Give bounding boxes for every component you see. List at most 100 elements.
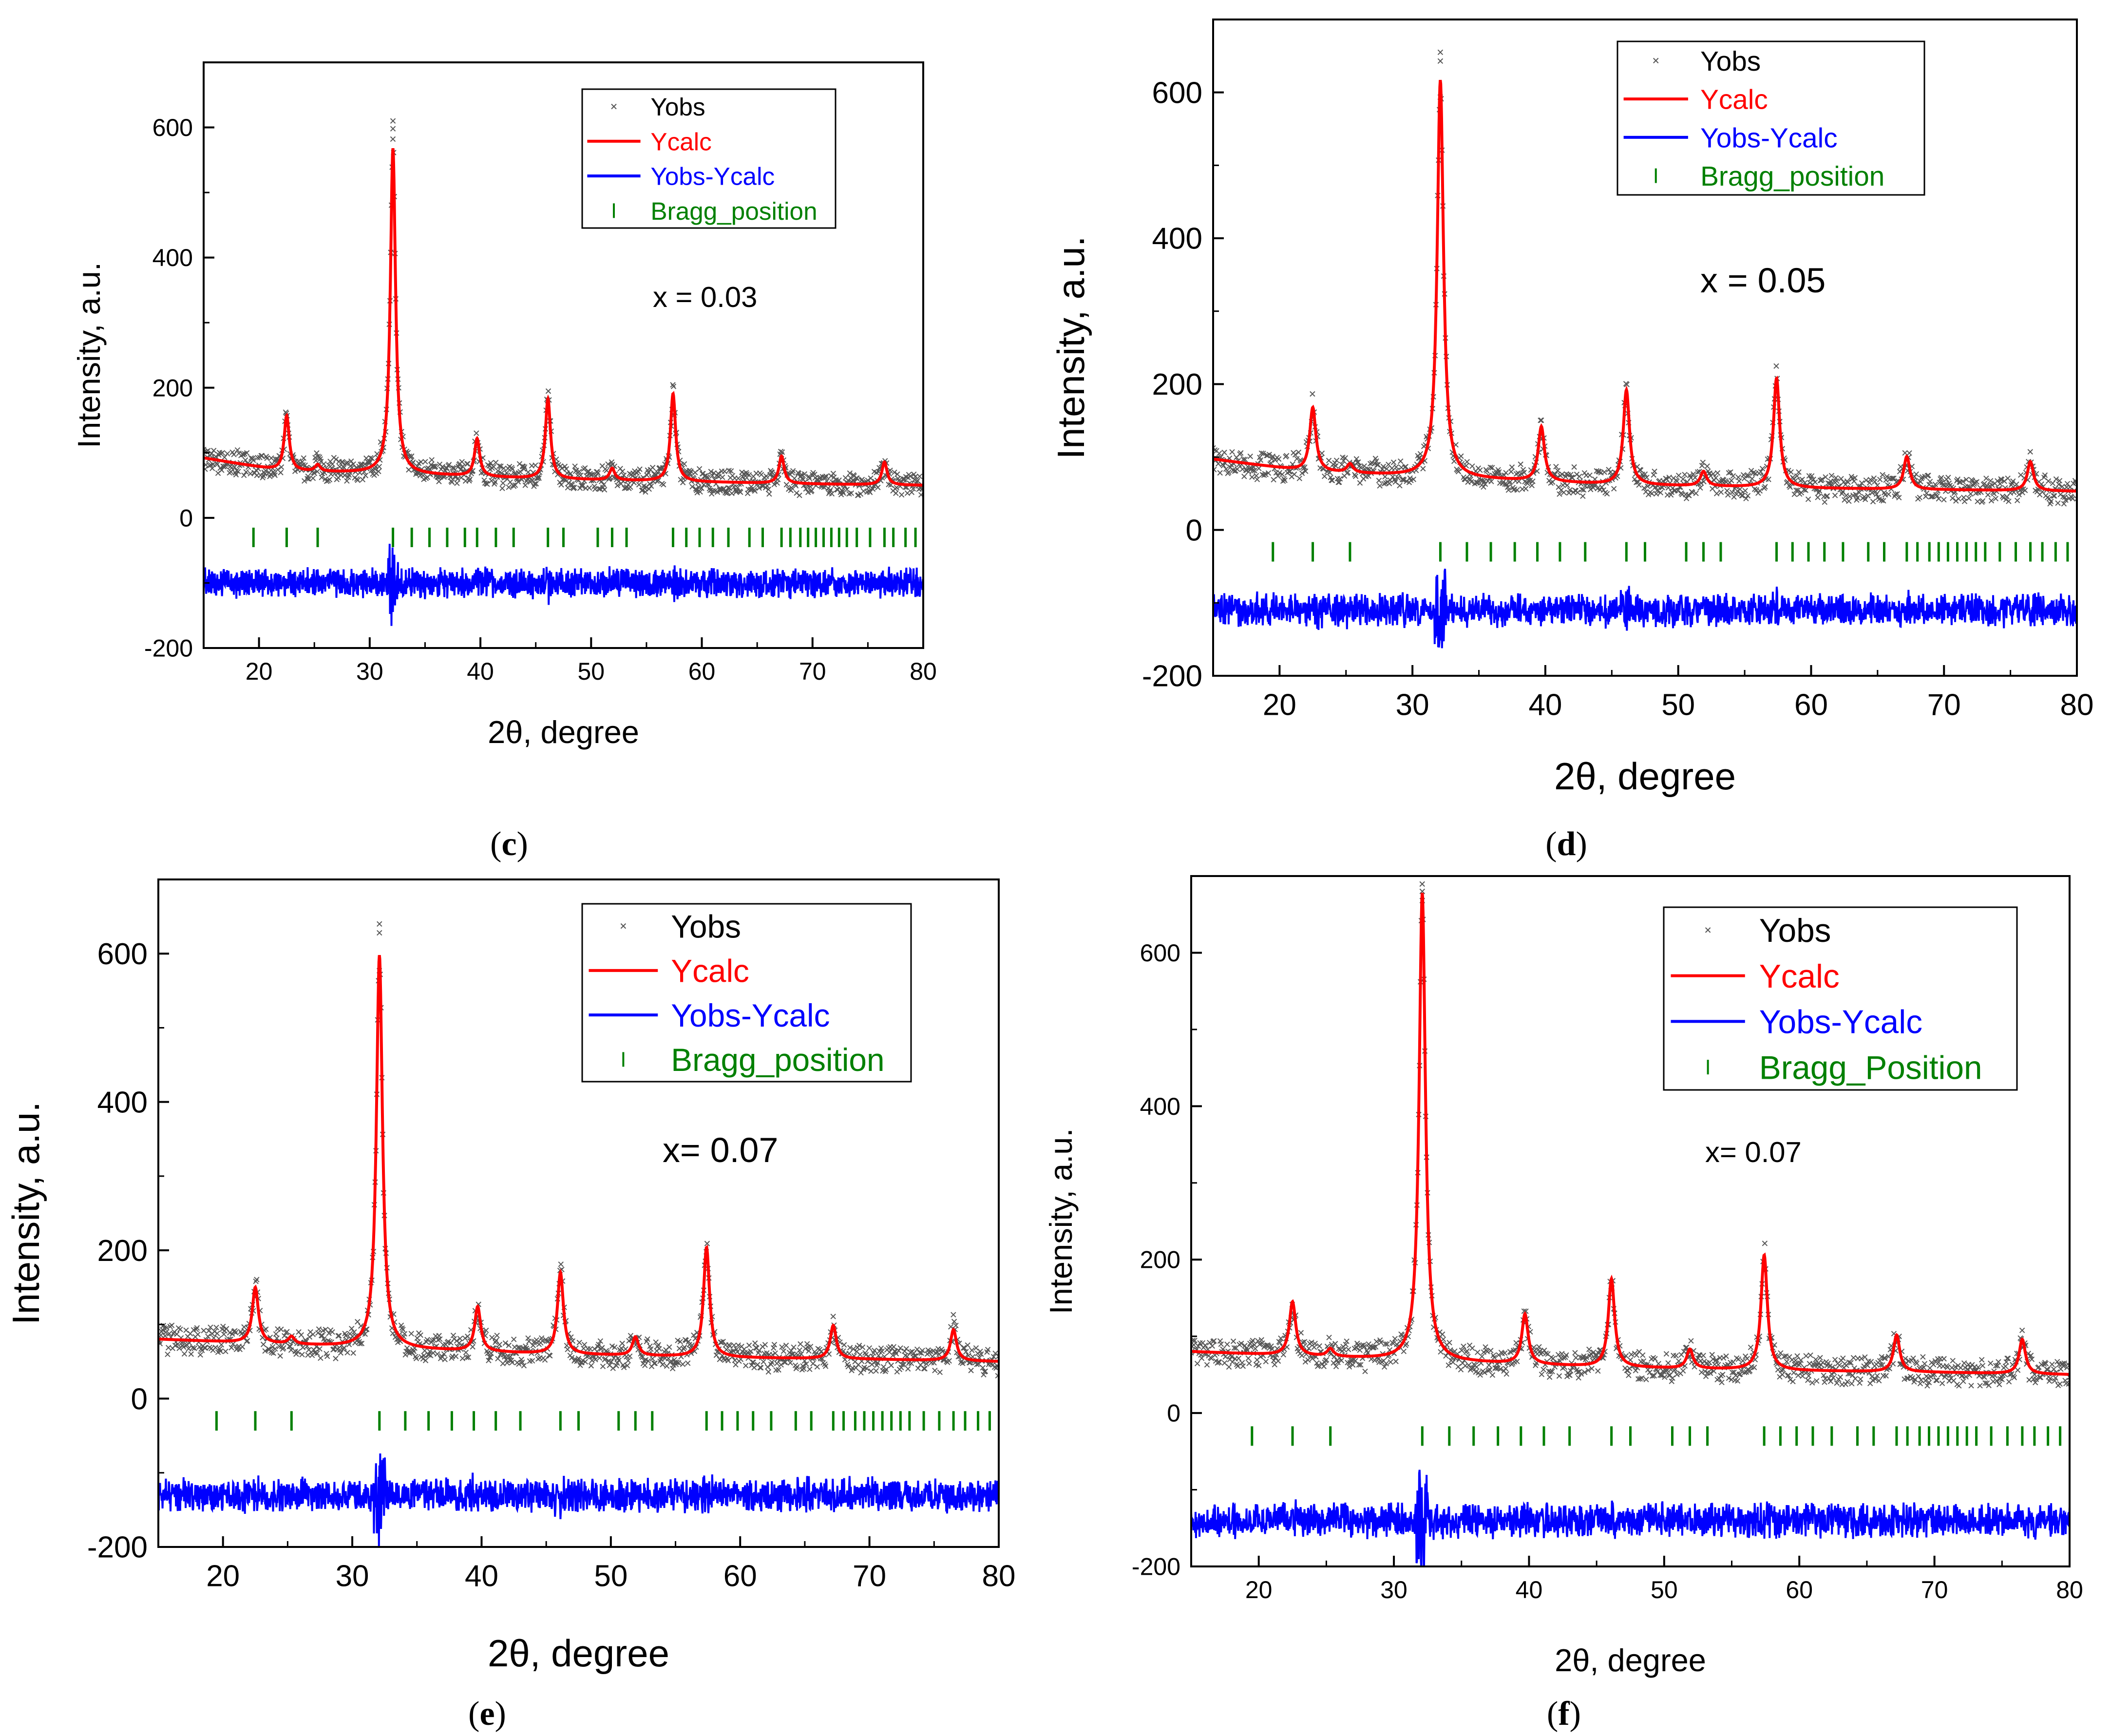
bragg-ticks bbox=[1251, 1426, 2062, 1446]
panel-letter: c bbox=[501, 825, 516, 863]
legend-bragg-label: Bragg_position bbox=[650, 197, 817, 225]
plot-area bbox=[204, 118, 923, 626]
x-tick-label: 30 bbox=[336, 1560, 369, 1593]
y-tick-label: 0 bbox=[1167, 1400, 1180, 1427]
legend: Yobs Ycalc Yobs-Ycalc Bragg_Position bbox=[1663, 906, 2018, 1091]
legend-bragg-label: Bragg_position bbox=[671, 1042, 884, 1078]
y-tick-label: -200 bbox=[144, 635, 193, 662]
y-tick-label: 0 bbox=[1186, 514, 1202, 547]
diff-series bbox=[158, 1453, 999, 1547]
legend-yobs-label: Yobs bbox=[1759, 913, 1831, 949]
ycalc-series bbox=[158, 954, 999, 1363]
composition-annotation: x = 0.03 bbox=[653, 281, 757, 313]
legend-ycalc-label: Ycalc bbox=[671, 954, 749, 989]
legend-yobs-marker bbox=[620, 923, 627, 929]
x-tick-label: 50 bbox=[1661, 688, 1695, 722]
legend-yobs-label: Yobs bbox=[650, 93, 705, 121]
y-tick-label: 0 bbox=[179, 504, 193, 532]
x-tick-label: 30 bbox=[1396, 688, 1429, 722]
panel-d: 20 30 40 50 60 70 80 -200 0 200 400 600 2θ, degree In… bbox=[1049, 19, 2093, 863]
x-tick-label: 80 bbox=[2060, 688, 2094, 722]
y-tick-label: 600 bbox=[152, 114, 193, 141]
panel-c: 20 30 40 50 60 70 80 -200 0 200 400 600 2θ, degree In… bbox=[71, 61, 937, 863]
y-axis-title: Intensity, a.u. bbox=[1043, 1128, 1079, 1315]
panel-letter: f bbox=[1558, 1695, 1570, 1733]
panel-caption: (f) bbox=[1547, 1695, 1581, 1733]
plot-frame bbox=[1190, 875, 2071, 1567]
panel-letter: d bbox=[1557, 825, 1576, 863]
legend-box bbox=[581, 903, 912, 1083]
plot-frame bbox=[203, 61, 924, 649]
legend: Yobs Ycalc Yobs-Ycalc Bragg_position bbox=[581, 88, 837, 229]
y-tick-label: 600 bbox=[1140, 939, 1180, 967]
legend: Yobs Ycalc Yobs-Ycalc Bragg_position bbox=[581, 903, 912, 1083]
bragg-ticks bbox=[1272, 542, 2069, 562]
y-tick-label: 400 bbox=[152, 244, 193, 271]
x-tick-label: 70 bbox=[799, 658, 826, 685]
y-tick-label: 600 bbox=[97, 937, 148, 971]
y-tick-label: -200 bbox=[1132, 1553, 1180, 1581]
x-tick-label: 70 bbox=[853, 1560, 886, 1593]
ycalc-series bbox=[204, 148, 923, 487]
x-tick-label: 30 bbox=[1380, 1576, 1407, 1603]
diff-series bbox=[204, 544, 923, 626]
x-tick-label: 60 bbox=[688, 658, 716, 685]
composition-annotation: x= 0.07 bbox=[1705, 1136, 1802, 1168]
y-tick-label: 200 bbox=[152, 374, 193, 401]
legend-bragg-label: Bragg_position bbox=[1700, 161, 1884, 192]
y-tick-label: -200 bbox=[1142, 660, 1202, 693]
legend-diff-label: Yobs-Ycalc bbox=[1759, 1004, 1922, 1041]
plot-area bbox=[1213, 49, 2077, 649]
x-axis-title: 2θ, degree bbox=[488, 1632, 669, 1675]
x-tick-label: 20 bbox=[206, 1560, 240, 1593]
x-tick-label: 50 bbox=[577, 658, 605, 685]
legend-ycalc-label: Ycalc bbox=[1759, 958, 1840, 995]
legend-yobs-marker bbox=[611, 103, 617, 110]
x-tick-label: 60 bbox=[1786, 1576, 1813, 1603]
x-tick-label: 80 bbox=[982, 1560, 1016, 1593]
plot-area bbox=[1191, 881, 2070, 1566]
legend-box bbox=[1617, 40, 1925, 196]
bragg-ticks bbox=[215, 1411, 991, 1431]
panel-f: 20 30 40 50 60 70 80 -200 0 200 400 600 2θ, degree In… bbox=[1043, 875, 2083, 1733]
y-tick-label: 200 bbox=[1140, 1246, 1180, 1274]
y-tick-label: 200 bbox=[97, 1234, 148, 1268]
x-tick-label: 40 bbox=[465, 1560, 498, 1593]
ycalc-series bbox=[1213, 79, 2077, 493]
x-axis-title: 2θ, degree bbox=[1554, 755, 1736, 798]
legend-ycalc-label: Ycalc bbox=[1700, 85, 1768, 115]
x-tick-label: 60 bbox=[723, 1560, 757, 1593]
y-tick-label: 400 bbox=[1152, 222, 1202, 256]
x-tick-label: 30 bbox=[356, 658, 383, 685]
legend: Yobs Ycalc Yobs-Ycalc Bragg_position bbox=[1617, 40, 1925, 196]
x-tick-label: 80 bbox=[910, 658, 937, 685]
x-tick-label: 20 bbox=[1263, 688, 1296, 722]
legend-yobs-label: Yobs bbox=[1700, 46, 1761, 77]
y-tick-label: 600 bbox=[1152, 76, 1202, 110]
panel-e: 20 30 40 50 60 70 80 -200 0 200 400 600 2θ, degree In… bbox=[4, 878, 1016, 1733]
legend-box bbox=[1663, 906, 2018, 1091]
x-tick-label: 20 bbox=[1245, 1576, 1273, 1603]
legend-box bbox=[581, 88, 837, 229]
legend-yobs-label: Yobs bbox=[671, 909, 741, 944]
legend-diff-label: Yobs-Ycalc bbox=[650, 163, 775, 191]
plot-frame bbox=[1212, 19, 2078, 677]
diff-series bbox=[1191, 1469, 2070, 1566]
y-axis-title: Intensity, a.u. bbox=[4, 1102, 47, 1325]
panel-caption: (d) bbox=[1545, 825, 1587, 863]
y-tick-label: 200 bbox=[1152, 368, 1202, 401]
legend-diff-label: Yobs-Ycalc bbox=[671, 998, 830, 1033]
panel-caption: (c) bbox=[490, 825, 528, 863]
x-tick-label: 70 bbox=[1927, 688, 1961, 722]
legend-yobs-marker bbox=[1705, 927, 1711, 933]
x-tick-label: 20 bbox=[246, 658, 273, 685]
legend-yobs-marker bbox=[1653, 57, 1659, 64]
x-tick-label: 50 bbox=[1651, 1576, 1678, 1603]
y-tick-label: 400 bbox=[1140, 1093, 1180, 1120]
x-tick-label: 40 bbox=[1528, 688, 1562, 722]
legend-bragg-label: Bragg_Position bbox=[1759, 1049, 1982, 1086]
x-tick-label: 70 bbox=[1921, 1576, 1948, 1603]
bragg-ticks bbox=[252, 527, 917, 547]
y-tick-label: 0 bbox=[131, 1382, 148, 1416]
